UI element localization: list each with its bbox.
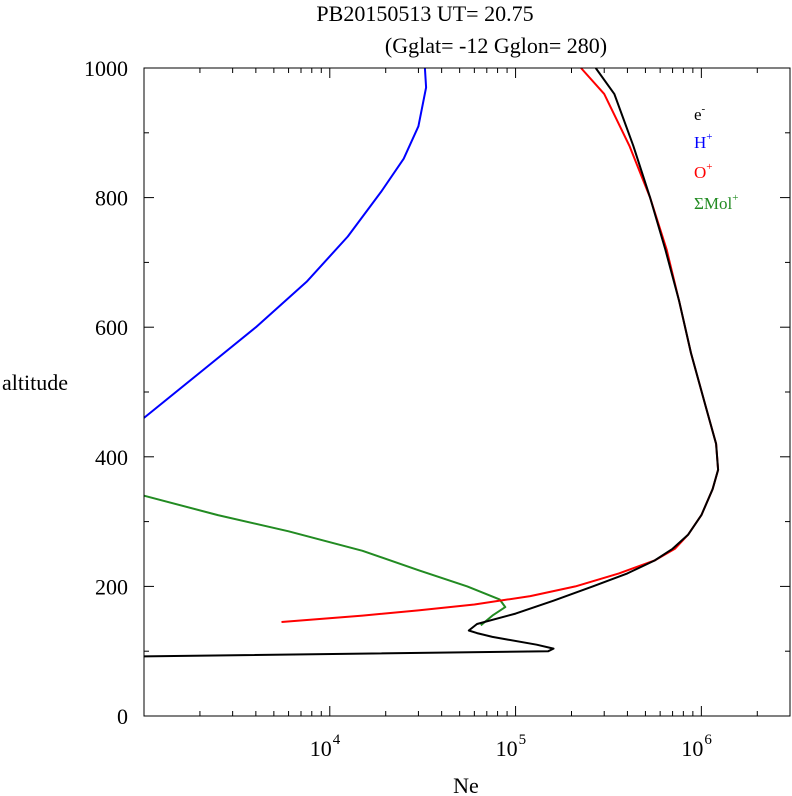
series-line-h [143, 67, 428, 419]
legend-entry-label: e [694, 105, 702, 124]
y-tick-label: 1000 [84, 56, 128, 81]
legend-entry-superscript: + [706, 131, 712, 143]
y-tick-label: 0 [117, 704, 128, 729]
legend-entry-label: O [694, 163, 706, 182]
chart-subtitle: (Gglat= -12 Gglon= 280) [385, 33, 607, 58]
series-line-o [281, 67, 720, 623]
y-tick-label: 200 [95, 574, 128, 599]
x-tick-exponent: 6 [704, 732, 712, 748]
series-line-mol-mol [143, 494, 507, 627]
legend-entry: H+ [694, 131, 713, 152]
x-tick-label: 10 4 [310, 732, 341, 761]
legend-entry: e- [694, 103, 706, 124]
x-axis-label: Ne [453, 773, 479, 796]
x-tick-label: 10 6 [681, 732, 712, 761]
y-tick-label: 400 [95, 445, 128, 470]
legend-entry-superscript: - [702, 103, 706, 115]
x-tick-exponent: 4 [333, 732, 341, 748]
legend-entry: ΣMol+ [694, 192, 738, 213]
x-tick-exponent: 5 [519, 732, 527, 748]
y-axis-label: altitude [2, 370, 68, 395]
legend-entry-label: H [694, 133, 706, 152]
legend-entry-superscript: + [706, 161, 712, 173]
x-tick-base: 10 [310, 736, 332, 761]
legend-entry-superscript: + [732, 192, 738, 204]
legend-entry: O+ [694, 161, 713, 182]
x-tick-label: 10 5 [496, 732, 527, 761]
legend: e-H+O+ΣMol+ [694, 103, 738, 213]
x-tick-base: 10 [496, 736, 518, 761]
series-line-e [143, 67, 720, 658]
x-tick-base: 10 [681, 736, 703, 761]
y-tick-label: 600 [95, 315, 128, 340]
legend-entry-label: ΣMol [694, 194, 733, 213]
y-tick-label: 800 [95, 186, 128, 211]
plot-frame [143, 67, 791, 717]
chart-title: PB20150513 UT= 20.75 [316, 1, 533, 26]
